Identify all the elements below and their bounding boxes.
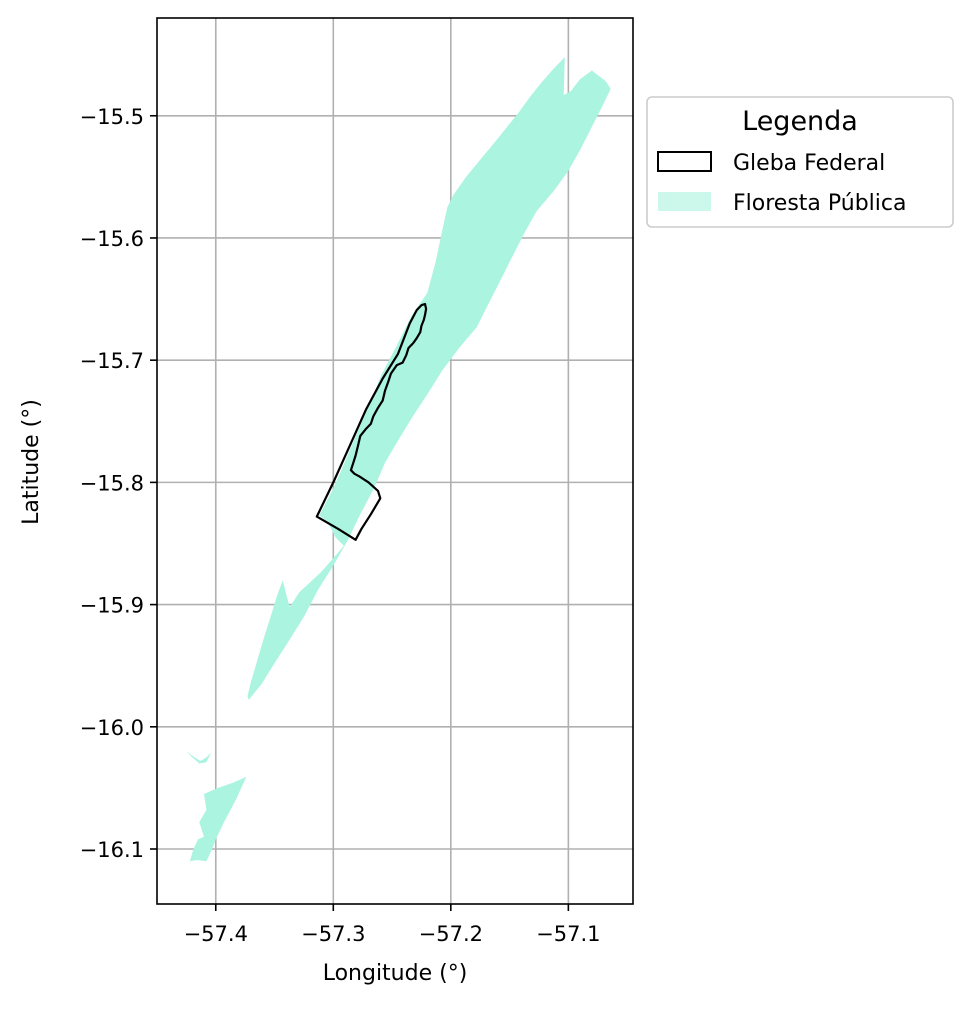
y-tick-label: −15.5 — [80, 105, 144, 129]
y-tick-label: −16.0 — [80, 716, 144, 740]
y-tick-label: −15.6 — [80, 227, 144, 251]
gleba-federal-polygon — [315, 302, 428, 541]
floresta-publica-polygon — [186, 751, 212, 764]
legend-swatch-floresta — [658, 192, 711, 211]
x-tick-label: −57.2 — [419, 922, 483, 946]
legend-label-gleba: Gleba Federal — [733, 151, 885, 176]
legend: Legenda Gleba Federal Floresta Pública — [646, 96, 954, 228]
legend-title: Legenda — [742, 106, 858, 137]
legend-swatch-gleba — [657, 151, 712, 172]
y-tick-label: −15.8 — [80, 471, 144, 495]
y-tick-label: −15.9 — [80, 594, 144, 618]
x-tick-label: −57.1 — [536, 922, 600, 946]
x-axis-label: Longitude (°) — [323, 961, 468, 986]
y-tick-label: −16.1 — [80, 838, 144, 862]
y-axis-label: Latitude (°) — [19, 399, 44, 525]
gleba-layer — [315, 302, 428, 541]
x-tick-label: −57.3 — [301, 922, 365, 946]
plot-frame — [156, 17, 634, 905]
legend-label-floresta: Floresta Pública — [733, 191, 906, 216]
y-tick-label: −15.7 — [80, 349, 144, 373]
forest-layer — [186, 57, 611, 862]
floresta-publica-polygon — [189, 776, 247, 862]
floresta-publica-polygon — [247, 57, 611, 700]
ticks: −57.4 −57.3 −57.2 −57.1 −15.5 −15.6 −15.7 −15.8… — [80, 105, 601, 946]
legend-box — [646, 96, 954, 228]
x-tick-label: −57.4 — [184, 922, 248, 946]
grid — [157, 18, 633, 904]
